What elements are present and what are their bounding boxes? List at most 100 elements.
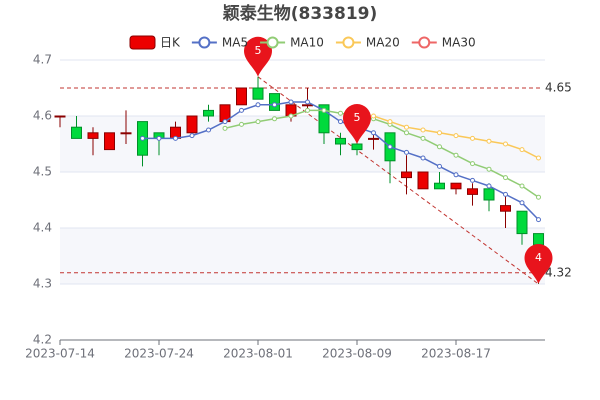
split-area [60, 284, 545, 340]
candle-body [203, 109, 214, 117]
candle-body [533, 233, 544, 246]
ma-point [239, 121, 244, 127]
ma-point [503, 175, 508, 181]
ma-line [224, 109, 539, 198]
x-tick-label: 2023-08-09 [322, 347, 392, 361]
legend-swatch [266, 36, 279, 49]
legend-item: MA10 [260, 36, 324, 50]
ma-point [503, 191, 508, 197]
candle-body [500, 205, 511, 212]
ma-point [305, 107, 310, 113]
ma-point [519, 147, 525, 153]
candle-body [417, 171, 429, 190]
ma-point [437, 130, 442, 136]
y-tick-label: 4.5 [33, 165, 52, 179]
ma-point [173, 135, 178, 141]
ma-point [437, 163, 442, 169]
ma-point [404, 130, 409, 136]
ma-point [239, 107, 244, 113]
ma-point [420, 135, 426, 141]
reference-label: 4.65 [545, 81, 572, 95]
mark-label: 4 [535, 251, 542, 264]
ma-point [437, 144, 442, 150]
ma-point [321, 107, 327, 113]
ma-point [404, 149, 409, 155]
ma-point [338, 119, 343, 125]
legend-swatch [342, 36, 355, 49]
candle-body [368, 137, 379, 140]
candle-body [434, 182, 445, 190]
y-tick-label: 4.2 [33, 333, 52, 347]
ma-point [140, 135, 145, 141]
ma-point [420, 155, 426, 161]
candle-body [71, 126, 82, 139]
mark-pin [524, 244, 553, 284]
chart-title: 颖泰生物(833819) [223, 3, 378, 24]
legend-swatch [129, 35, 156, 50]
legend-swatch [198, 36, 211, 49]
y-tick-label: 4.3 [33, 277, 52, 291]
y-tick-label: 4.6 [33, 109, 52, 123]
legend-item: MA20 [335, 36, 400, 50]
ma-point [387, 119, 393, 125]
y-tick-label: 4.7 [33, 53, 52, 67]
ma-point [420, 127, 426, 133]
mark-pin [244, 36, 272, 77]
candle-body [335, 137, 346, 145]
candle-body [252, 87, 264, 100]
ma-point [470, 161, 475, 167]
x-tick-label: 2023-07-24 [124, 347, 194, 361]
ma-point [206, 127, 211, 133]
ma-point [519, 200, 525, 206]
candle-body [483, 188, 495, 201]
candle-body [516, 210, 528, 235]
x-tick-label: 2023-08-01 [223, 347, 293, 361]
ma-point [288, 99, 294, 105]
ma-point [189, 133, 195, 139]
ma-point [536, 194, 541, 200]
candle-body [87, 132, 99, 139]
x-tick-label: 2023-07-14 [25, 347, 95, 361]
candle-body [120, 132, 132, 135]
ma-point [387, 144, 393, 150]
legend-item: MA30 [411, 36, 476, 50]
ma-point [288, 113, 294, 119]
ma-point [305, 99, 310, 105]
ma-point [338, 110, 343, 116]
x-tick-label: 2023-08-17 [421, 347, 491, 361]
ma-point [371, 113, 376, 119]
legend-swatch [418, 36, 431, 49]
legend-label: MA5 [222, 36, 248, 50]
mark-label: 5 [354, 111, 361, 124]
ma-point [536, 155, 541, 161]
candle-body [54, 115, 66, 118]
legend-label: MA20 [366, 36, 400, 50]
ma-point [272, 116, 277, 122]
candle-body [236, 87, 247, 106]
ma-point [156, 135, 162, 141]
split-area [60, 172, 545, 228]
split-area [60, 228, 545, 284]
ma-point [486, 166, 492, 172]
ma-point [503, 141, 508, 147]
ma-point [222, 119, 228, 125]
ma-point [404, 124, 409, 130]
y-tick-label: 4.4 [33, 221, 52, 235]
ma-point [255, 102, 261, 108]
ma-point [486, 183, 492, 189]
ma-point [453, 152, 459, 158]
candle-body [269, 93, 280, 111]
ma-point [470, 177, 475, 183]
candle-body [186, 115, 198, 134]
ma-point [255, 119, 261, 125]
candle-body [467, 188, 478, 195]
candle-body [302, 104, 313, 107]
candle-body [450, 182, 462, 190]
legend-label: MA10 [290, 36, 324, 50]
candle-body [351, 143, 363, 151]
mark-label: 5 [255, 44, 262, 57]
candle-body [104, 132, 115, 151]
ma-point [470, 135, 475, 141]
reference-label: 4.32 [545, 265, 572, 279]
